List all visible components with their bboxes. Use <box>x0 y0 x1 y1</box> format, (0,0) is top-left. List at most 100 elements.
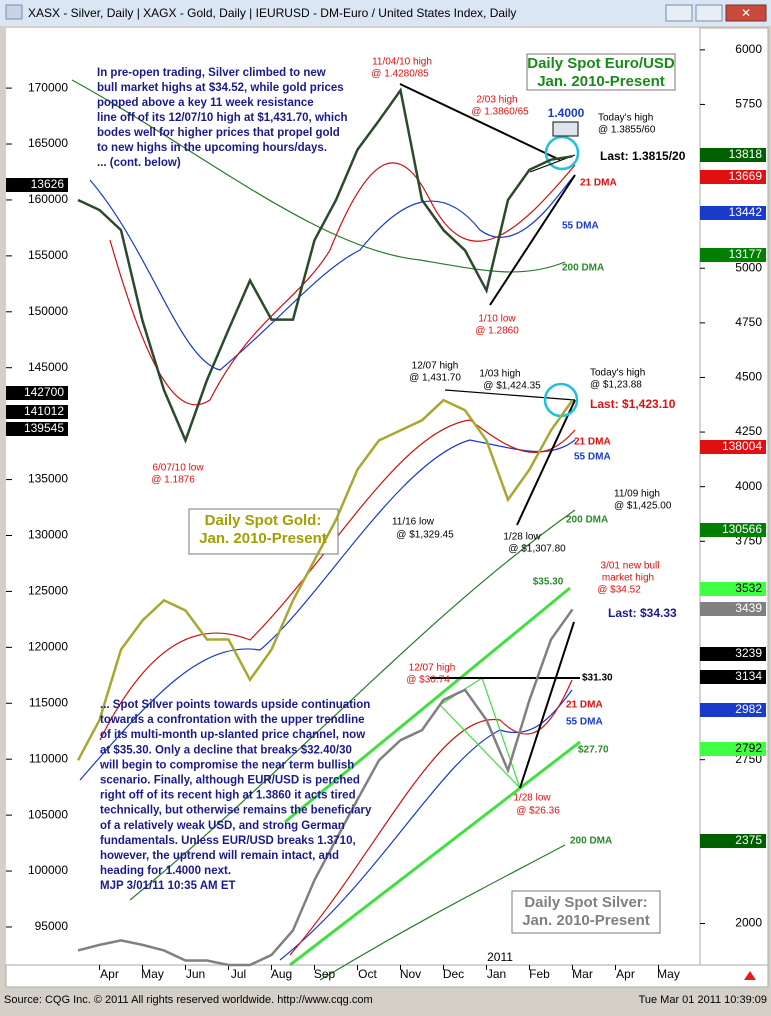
price-tag-label: 13626 <box>31 177 65 191</box>
y2-tick-label: 4250 <box>735 424 762 438</box>
price-tag-label: 13669 <box>729 169 763 183</box>
price-tag-label: 3439 <box>735 601 762 615</box>
minimize-button[interactable] <box>665 4 693 22</box>
close-icon: ✕ <box>741 6 751 20</box>
annotation: market high <box>602 573 654 584</box>
commentary-line: ... Spot Silver points towards upside co… <box>100 699 370 711</box>
x-tick-label: Dec <box>443 967 464 981</box>
annotation: 12/07 high <box>409 663 456 674</box>
x-axis-panel <box>5 964 769 988</box>
annotation: 2011 <box>487 950 513 964</box>
commentary-line: at $35.30. Only a decline that breaks $3… <box>100 744 352 756</box>
annotation: 3/01 new bull <box>601 561 660 572</box>
x-tick-label: Nov <box>400 967 421 981</box>
price-tag-label: 141012 <box>24 404 64 418</box>
annotation: 1/03 high <box>479 369 520 380</box>
annotation: @ $1,329.45 <box>396 530 454 541</box>
annotation: 2/03 high <box>476 95 517 106</box>
price-tag <box>700 582 766 596</box>
annotation: 200 DMA <box>570 836 612 847</box>
right-axis-panel <box>699 27 769 966</box>
overlays <box>71 79 581 981</box>
annotation: $27.70 <box>578 745 609 756</box>
annotation: Last: $1,423.10 <box>590 397 676 411</box>
silver-lower-channel <box>289 740 581 967</box>
annotation: 12/07 high <box>412 361 459 372</box>
annotation: 1.4000 <box>548 106 585 120</box>
price-tag <box>700 170 766 184</box>
x-tick-label: Feb <box>529 967 550 981</box>
annotation: 200 DMA <box>566 515 608 526</box>
price-tag <box>700 148 766 162</box>
x-tick-label: Jun <box>186 967 205 981</box>
annotation: 11/16 low <box>392 517 435 528</box>
y2-tick-label: 4000 <box>735 479 762 493</box>
box-label: Daily Spot Gold: <box>205 512 322 529</box>
silver-200dma <box>319 844 566 981</box>
y-tick-label: 95000 <box>35 919 69 933</box>
y-tick-label: 120000 <box>28 640 68 654</box>
app-icon <box>5 4 23 20</box>
annotation: @ $1,425.00 <box>614 501 672 512</box>
box-label: Daily Spot Euro/USD <box>527 55 675 72</box>
x-tick-label: Sep <box>314 967 336 981</box>
euro-box <box>526 53 676 91</box>
x-tick-label: Mar <box>572 967 593 981</box>
price-tag <box>700 742 766 756</box>
scroll-arrow-icon <box>744 971 756 980</box>
price-tag <box>6 405 68 419</box>
commentary-line: heading for 1.4000 next. <box>100 865 231 877</box>
silver-box <box>511 890 661 934</box>
x-tick-label: May <box>141 967 164 981</box>
annotation: @ 1.4280/85 <box>371 69 429 80</box>
euro-target-box <box>552 121 579 137</box>
y-tick-label: 130000 <box>28 528 68 542</box>
y2-tick-label: 6000 <box>735 42 762 56</box>
gold-200dma <box>129 509 576 901</box>
y-tick-label: 145000 <box>28 360 68 374</box>
maximize-button[interactable] <box>695 4 723 22</box>
annotation: Today's high <box>590 368 645 379</box>
y2-tick-label: 4750 <box>735 315 762 329</box>
y-tick-label: 170000 <box>28 80 68 94</box>
price-tag-label: 130566 <box>722 522 762 536</box>
annotation: 1/10 low <box>478 314 516 325</box>
y-tick-label: 150000 <box>28 304 68 318</box>
annotation: @ $1,23.88 <box>590 380 642 391</box>
price-tag-label: 139545 <box>24 421 64 435</box>
x-tick-label: Jul <box>231 967 246 981</box>
annotation: 6/07/10 low <box>152 463 204 474</box>
commentary-line: fundamentals. Unless EUR/USD breaks 1.37… <box>100 835 356 847</box>
y-tick-label: 135000 <box>28 472 68 486</box>
y-tick-label: 110000 <box>29 751 68 765</box>
commentary-line: popped above a key 11 week resistance <box>97 97 314 109</box>
price-tag-label: 2982 <box>735 702 762 716</box>
annotation: 21 DMA <box>580 178 617 189</box>
price-tag <box>700 440 766 454</box>
annotation: $35.30 <box>533 577 564 588</box>
x-tick-label: May <box>657 967 680 981</box>
commentary-line: MJP 3/01/11 10:35 AM ET <box>100 880 236 892</box>
price-tag <box>700 206 766 220</box>
y-tick-label: 165000 <box>28 136 68 150</box>
y-tick-label: 160000 <box>28 192 68 206</box>
euro-support <box>489 174 576 306</box>
euro-55dma <box>89 174 576 371</box>
annotation: 21 DMA <box>574 437 611 448</box>
annotation: @ $30.74 <box>406 675 450 686</box>
annotation: 200 DMA <box>562 263 604 274</box>
price-tag-label: 13442 <box>729 205 763 219</box>
gold-support <box>516 399 576 526</box>
annotation: Last: 1.3815/20 <box>600 149 686 163</box>
price-tag <box>700 647 766 661</box>
annotation: 11/09 high <box>614 489 660 500</box>
euro-highlight <box>544 135 580 171</box>
price-tag-label: 3239 <box>735 646 762 660</box>
x-tick-label: Jan <box>487 967 506 981</box>
close-button[interactable] <box>725 4 767 22</box>
y-tick-label: 155000 <box>28 248 68 262</box>
silver-55dma <box>279 689 573 961</box>
commentary-line: towards a confrontation with the upper t… <box>100 714 365 726</box>
euro-21dma <box>109 162 576 406</box>
